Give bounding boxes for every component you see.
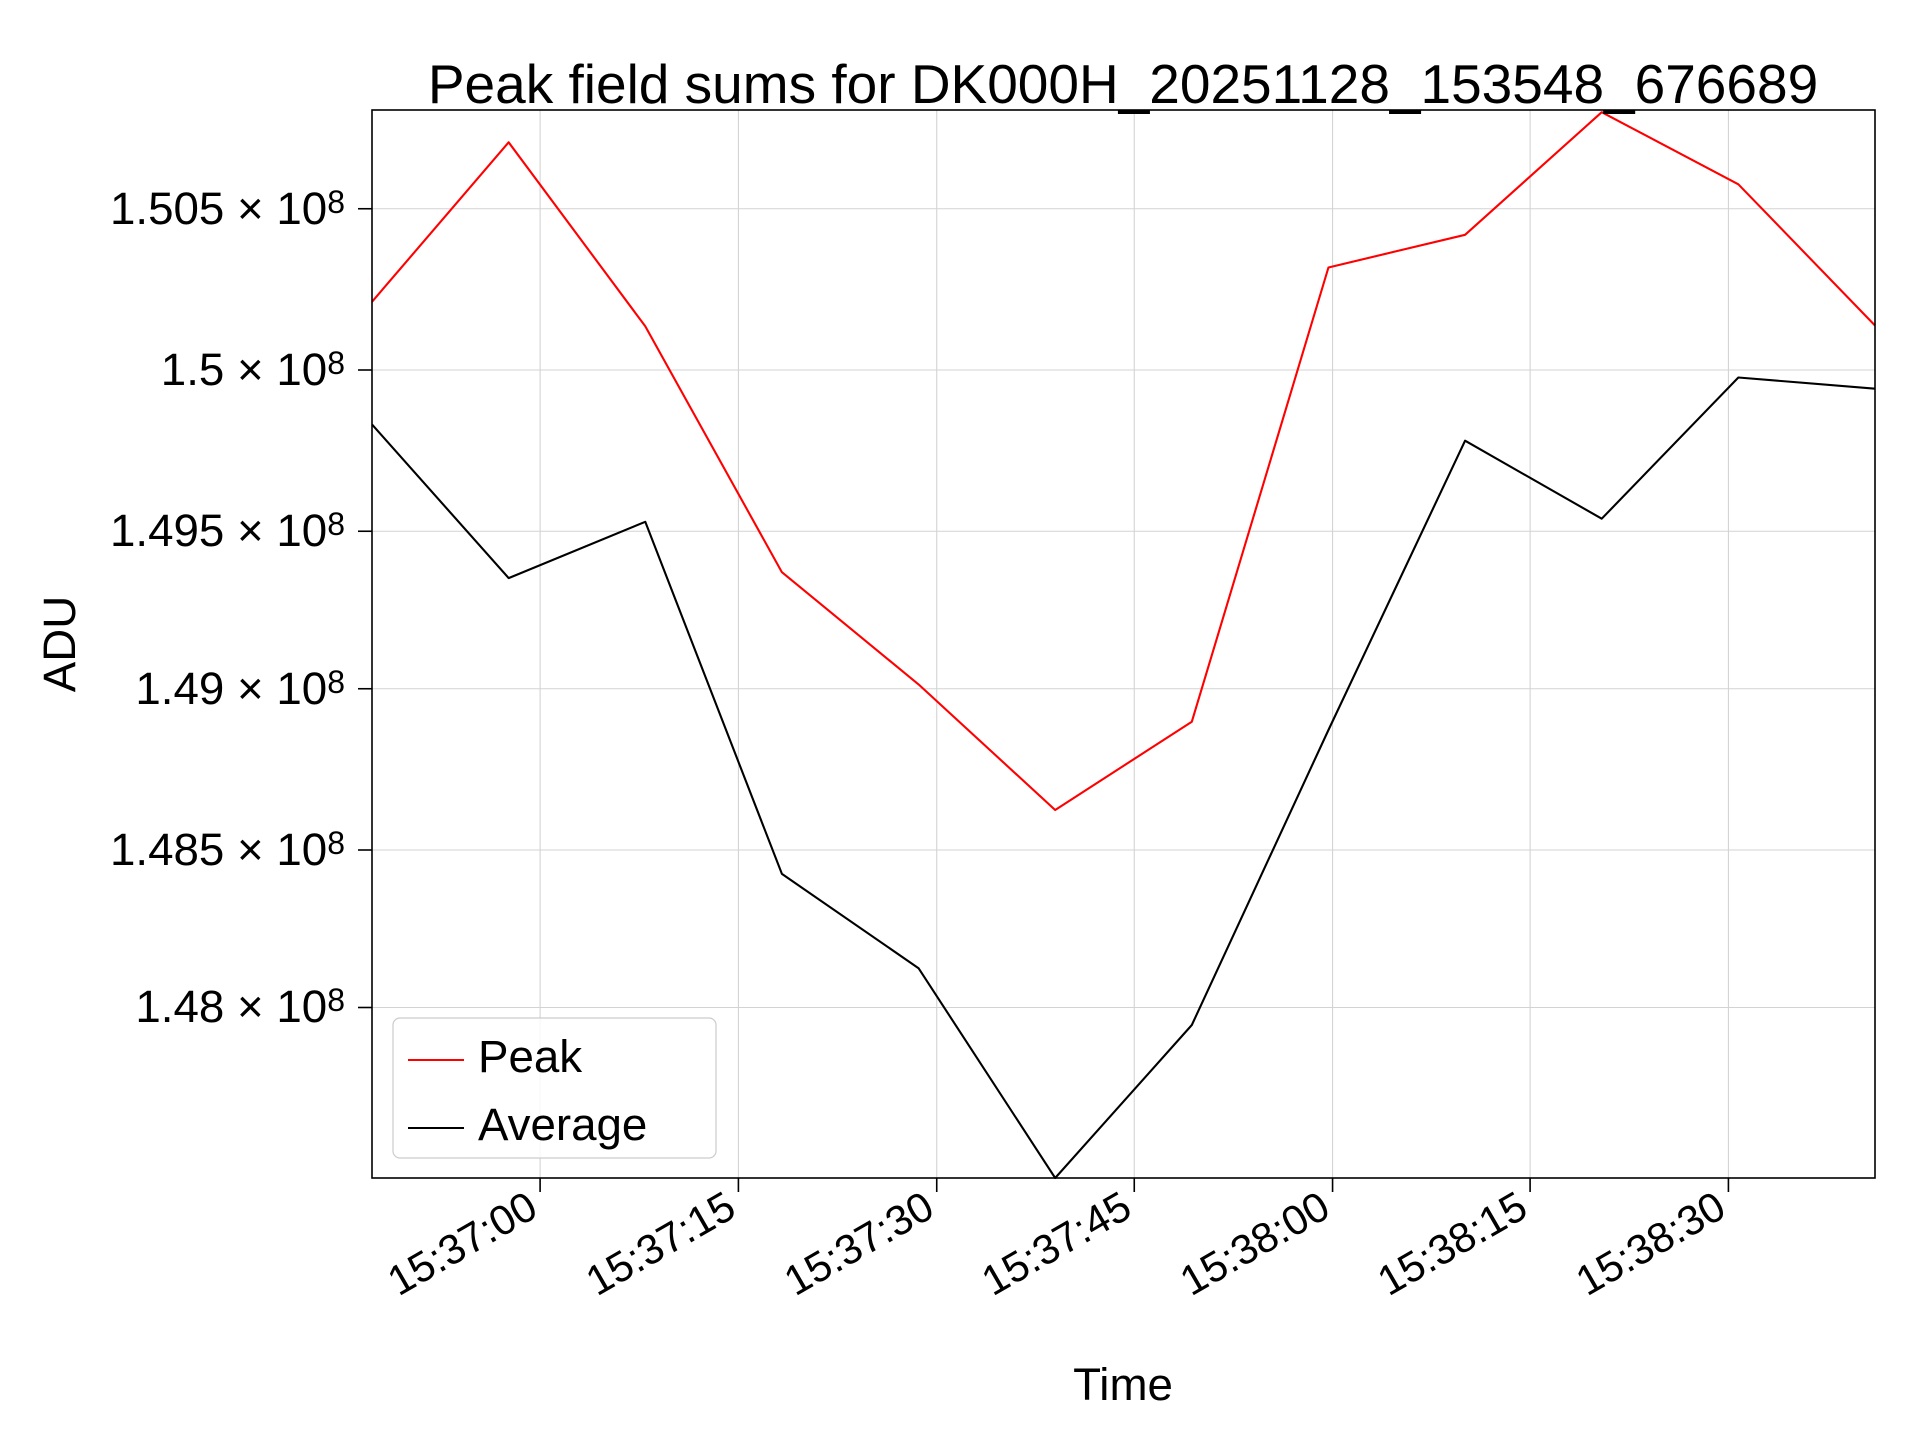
svg-text:1.485 × 108: 1.485 × 108	[110, 824, 345, 875]
svg-text:Peak field sums for DK000H_202: Peak field sums for DK000H_20251128_1535…	[428, 53, 1818, 115]
svg-text:Time: Time	[1073, 1359, 1173, 1410]
svg-text:ADU: ADU	[34, 596, 85, 692]
svg-text:1.505 × 108: 1.505 × 108	[110, 183, 345, 234]
svg-text:1.5 × 108: 1.5 × 108	[161, 344, 345, 395]
svg-text:Peak: Peak	[478, 1031, 582, 1082]
svg-text:1.48 × 108: 1.48 × 108	[135, 981, 345, 1032]
svg-text:Average: Average	[478, 1099, 647, 1150]
svg-text:1.495 × 108: 1.495 × 108	[110, 505, 345, 556]
svg-text:1.49 × 108: 1.49 × 108	[135, 663, 345, 714]
